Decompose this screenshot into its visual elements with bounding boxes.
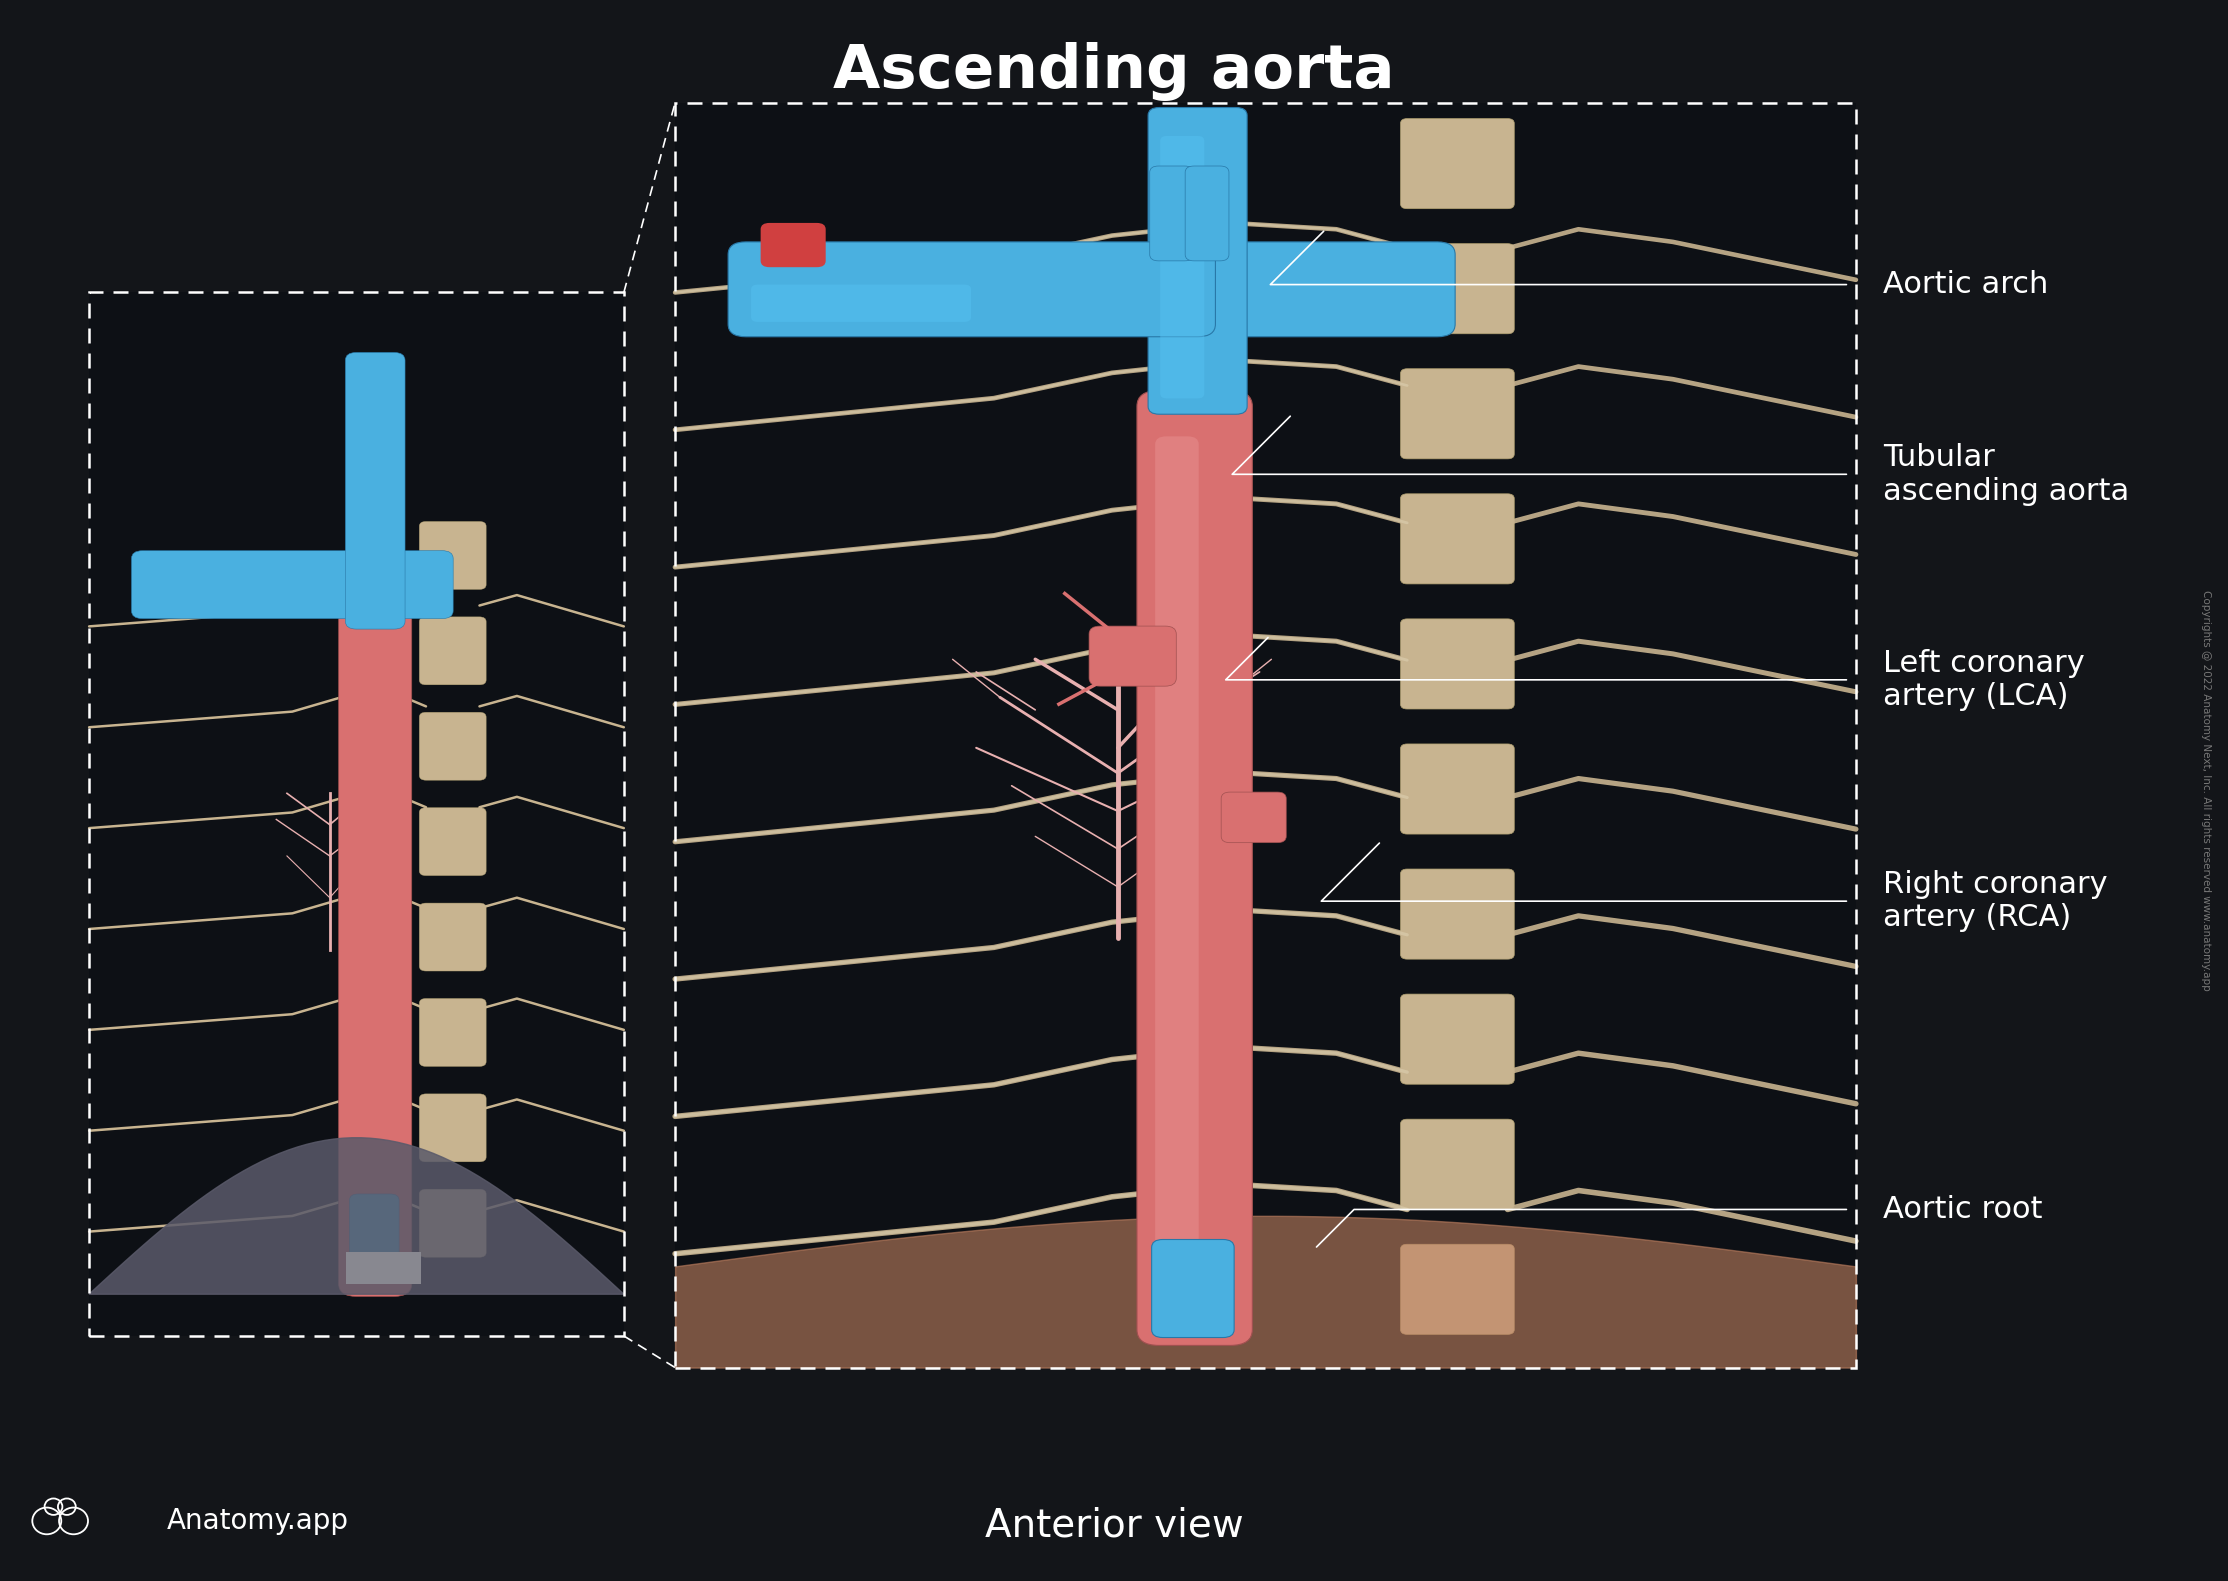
FancyBboxPatch shape (419, 808, 486, 876)
FancyBboxPatch shape (350, 1194, 399, 1270)
FancyBboxPatch shape (419, 522, 486, 590)
FancyBboxPatch shape (760, 223, 827, 267)
FancyBboxPatch shape (1185, 166, 1230, 261)
FancyBboxPatch shape (1147, 108, 1248, 414)
FancyBboxPatch shape (131, 550, 385, 618)
Bar (675, 103, 1856, 1368)
FancyBboxPatch shape (419, 713, 486, 779)
FancyBboxPatch shape (1181, 242, 1455, 337)
FancyBboxPatch shape (1152, 1240, 1234, 1338)
FancyBboxPatch shape (339, 561, 412, 1296)
FancyBboxPatch shape (1401, 493, 1515, 583)
FancyBboxPatch shape (729, 242, 1216, 337)
Bar (675, 103, 1856, 1368)
Bar (345, 1263, 421, 1284)
FancyBboxPatch shape (1161, 136, 1205, 398)
FancyBboxPatch shape (1089, 626, 1176, 686)
Bar (89, 292, 624, 1336)
Bar (345, 1258, 421, 1284)
FancyBboxPatch shape (1401, 745, 1515, 835)
FancyBboxPatch shape (1221, 792, 1286, 843)
FancyBboxPatch shape (1401, 368, 1515, 458)
FancyBboxPatch shape (363, 550, 452, 618)
Text: Ascending aorta: Ascending aorta (833, 41, 1395, 101)
Text: Anterior view: Anterior view (985, 1507, 1243, 1545)
FancyBboxPatch shape (1401, 243, 1515, 334)
Text: Copyrights @ 2022 Anatomy Next, Inc. All rights reserved www.anatomy.app: Copyrights @ 2022 Anatomy Next, Inc. All… (2201, 590, 2210, 991)
FancyBboxPatch shape (419, 999, 486, 1067)
FancyBboxPatch shape (1150, 166, 1194, 261)
FancyBboxPatch shape (1154, 436, 1199, 1312)
FancyBboxPatch shape (1401, 870, 1515, 960)
FancyBboxPatch shape (1401, 994, 1515, 1085)
Text: Aortic arch: Aortic arch (1883, 270, 2048, 299)
FancyBboxPatch shape (1401, 119, 1515, 209)
FancyBboxPatch shape (1136, 391, 1252, 1345)
Polygon shape (89, 1138, 624, 1295)
FancyBboxPatch shape (751, 285, 971, 323)
FancyBboxPatch shape (419, 1189, 486, 1257)
FancyBboxPatch shape (1401, 1244, 1515, 1334)
FancyBboxPatch shape (419, 903, 486, 971)
FancyBboxPatch shape (419, 617, 486, 685)
FancyBboxPatch shape (1401, 1119, 1515, 1209)
FancyBboxPatch shape (419, 1094, 486, 1162)
Bar (345, 1252, 421, 1284)
FancyBboxPatch shape (345, 353, 405, 629)
Text: Right coronary
artery (RCA): Right coronary artery (RCA) (1883, 870, 2108, 933)
FancyBboxPatch shape (1401, 618, 1515, 708)
Text: Aortic root: Aortic root (1883, 1195, 2043, 1224)
Text: Left coronary
artery (LCA): Left coronary artery (LCA) (1883, 648, 2085, 711)
Bar (89, 292, 624, 1336)
Text: Anatomy.app: Anatomy.app (167, 1507, 350, 1535)
Text: Tubular
ascending aorta: Tubular ascending aorta (1883, 443, 2130, 506)
